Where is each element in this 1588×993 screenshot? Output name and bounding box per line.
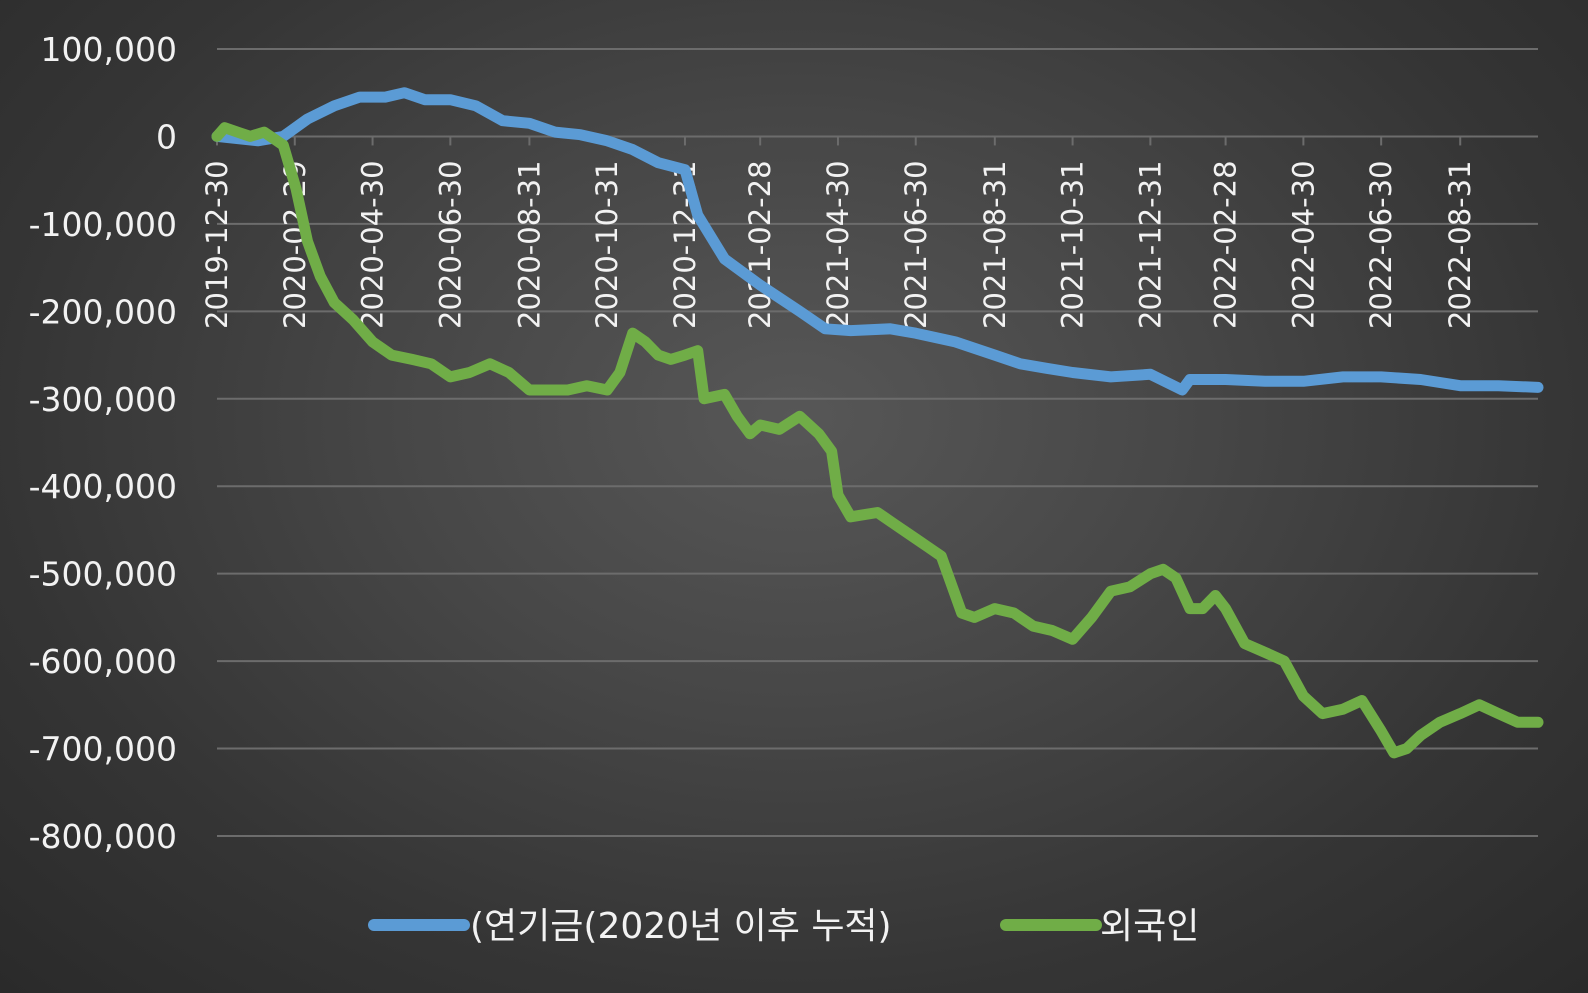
y-axis-tick-labels: 100,000 0 -100,000 -200,000 -300,000 -400,000… — [29, 30, 177, 856]
y-tick-label: -700,000 — [29, 730, 177, 769]
x-tick-label: 2021-10-31 — [1056, 160, 1090, 329]
x-tick-label: 2019-12-30 — [200, 160, 234, 329]
gridlines — [216, 48, 1538, 837]
x-tick-label: 2022-02-28 — [1209, 160, 1243, 329]
y-tick-label: -500,000 — [29, 555, 177, 594]
x-tick-label: 2020-10-31 — [590, 160, 624, 329]
x-tick-label: 2021-12-31 — [1133, 160, 1167, 329]
x-tick-label: 2021-02-28 — [743, 160, 777, 329]
y-tick-label: -600,000 — [29, 642, 177, 681]
legend-label-foreigner: 외국인 — [1100, 906, 1199, 947]
y-tick-label: -300,000 — [29, 380, 177, 419]
x-tick-label: 2020-08-31 — [512, 160, 546, 329]
series-line-pension — [211, 87, 1544, 396]
x-tick-label: 2020-06-30 — [433, 160, 467, 329]
y-tick-label: 0 — [156, 117, 177, 156]
x-tick-label: 2021-04-30 — [821, 160, 855, 329]
y-tick-label: 100,000 — [41, 30, 177, 69]
series-line-foreigner — [211, 122, 1544, 759]
x-tick-label: 2022-06-30 — [1364, 160, 1398, 329]
y-tick-label: -100,000 — [29, 205, 177, 244]
y-tick-label: -200,000 — [29, 292, 177, 331]
x-tick-label: 2021-06-30 — [899, 160, 933, 329]
legend: (연기금(2020년 이후 누적) 외국인 — [368, 906, 1199, 947]
x-tick-label: 2022-08-31 — [1443, 160, 1477, 329]
x-tick-label: 2022-04-30 — [1286, 160, 1320, 329]
x-axis-tick-labels: 2019-12-30 2020-02-29 2020-04-30 2020-06-30… — [200, 160, 1477, 329]
series-lines — [211, 87, 1544, 759]
x-tick-label: 2021-08-31 — [978, 160, 1012, 329]
legend-label-pension: (연기금(2020년 이후 누적) — [470, 906, 892, 947]
y-tick-label: -400,000 — [29, 467, 177, 506]
x-tick-label: 2020-04-30 — [356, 160, 390, 329]
y-tick-label: -800,000 — [29, 817, 177, 856]
